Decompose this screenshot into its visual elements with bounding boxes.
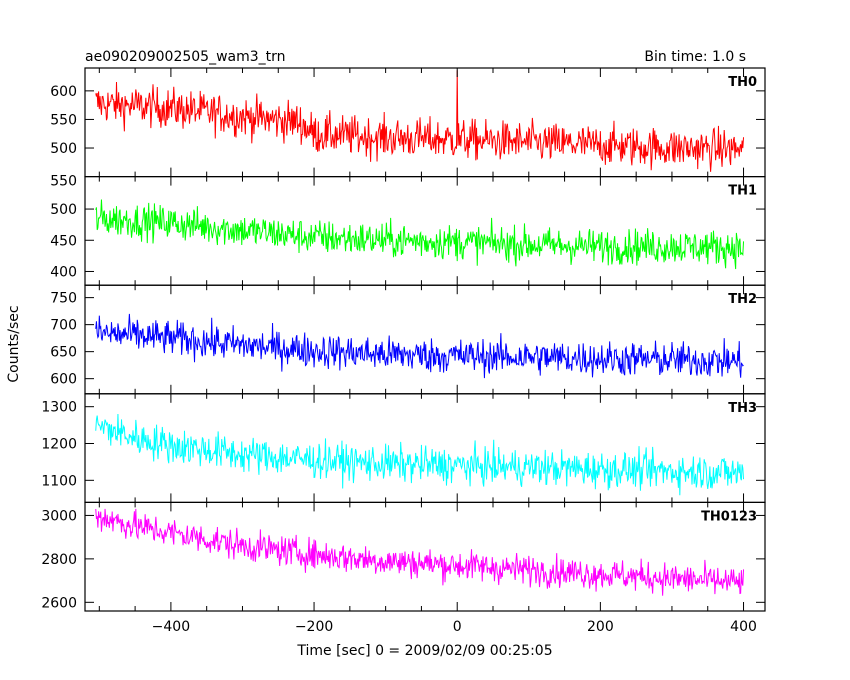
y-axis-title: Counts/sec	[6, 305, 22, 382]
chart-title: ae090209002505_wam3_trn	[85, 49, 286, 65]
y-tick-label: 2800	[41, 552, 77, 568]
y-tick-label: 600	[50, 84, 77, 100]
y-tick-label: 600	[50, 372, 77, 388]
y-tick-label: 1200	[41, 436, 77, 452]
y-tick-label: 550	[50, 174, 77, 190]
y-tick-label: 500	[50, 141, 77, 157]
x-tick-label: 400	[730, 619, 757, 635]
series-th0123	[95, 508, 745, 596]
panel-label-th3: TH3	[728, 401, 757, 416]
panel-th1: 400 450 500 550 TH1	[50, 174, 766, 286]
y-tick-label: 450	[50, 233, 77, 249]
x-tick-label: −400	[152, 619, 190, 635]
y-tick-label: 3000	[41, 508, 77, 524]
x-axis-title: Time [sec] 0 = 2009/02/09 00:25:05	[296, 643, 552, 659]
x-tick-label: 0	[453, 619, 462, 635]
x-tick-label: 200	[587, 619, 614, 635]
x-tick-labels: −400 −200 0 200 400	[152, 619, 757, 635]
y-tick-label: 2600	[41, 595, 77, 611]
y-tick-label: 550	[50, 112, 77, 128]
panel-label-th0: TH0	[728, 75, 757, 90]
panel-frame	[84, 501, 766, 612]
y-tick-label: 500	[50, 202, 77, 218]
y-tick-label: 1100	[41, 473, 77, 489]
panel-label-th2: TH2	[728, 292, 757, 307]
panel-th2: 600 650 700 750 TH2	[50, 284, 766, 395]
panel-label-th0123: TH0123	[701, 509, 757, 524]
y-tick-label: 650	[50, 345, 77, 361]
y-tick-label: 400	[50, 264, 77, 280]
panels-group: 500 550 600 TH0 400 450 500 550 TH1 600 650 700 750 T…	[41, 67, 766, 612]
series-th2	[95, 313, 744, 379]
series-th1	[95, 199, 745, 270]
panel-frame	[84, 67, 766, 178]
series-th0	[95, 70, 745, 172]
y-tick-label: 700	[50, 318, 77, 334]
panel-th0: 500 550 600 TH0	[50, 67, 766, 178]
panel-th0123: 2600 2800 3000 TH0123	[41, 501, 766, 612]
y-tick-label: 1300	[41, 400, 77, 416]
panel-label-th1: TH1	[728, 184, 757, 199]
series-th3	[95, 413, 745, 496]
bin-time-label: Bin time: 1.0 s	[644, 49, 746, 65]
panel-frame	[84, 176, 766, 286]
panel-th3: 1100 1200 1300 TH3	[41, 393, 766, 503]
x-tick-label: −200	[295, 619, 333, 635]
y-tick-label: 750	[50, 291, 77, 307]
